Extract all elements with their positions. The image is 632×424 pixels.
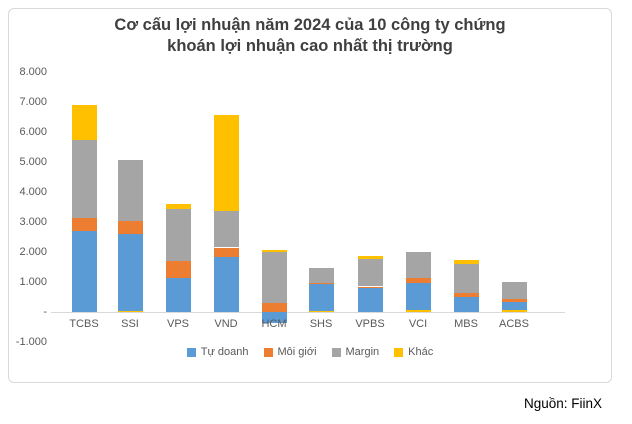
bar-segment-vci xyxy=(405,278,431,284)
bar-segment-mbs xyxy=(453,296,479,312)
bar-segment-vnd xyxy=(213,247,239,257)
bar-segment-shs xyxy=(308,267,334,283)
bar-segment-acbs xyxy=(501,298,527,302)
bar-segment-vci xyxy=(405,252,431,279)
x-tick-label: VPS xyxy=(166,318,189,330)
bar-segment-vci xyxy=(405,283,431,311)
x-tick-label: VND xyxy=(214,318,238,330)
x-tick-label: ACBS xyxy=(499,318,529,330)
bar-segment-mbs xyxy=(453,264,479,293)
legend-label: Tự doanh xyxy=(200,346,249,358)
y-tick-label: 4.000 xyxy=(19,185,47,198)
x-tick-label: VPBS xyxy=(355,318,385,330)
legend-label: Môi giới xyxy=(277,346,317,358)
x-tick-label: SHS xyxy=(309,318,333,330)
legend-item-khác: Khác xyxy=(394,346,433,358)
y-tick-label: 2.000 xyxy=(19,245,47,258)
y-tick-label: 6.000 xyxy=(19,125,47,138)
bar-segment-acbs xyxy=(501,301,527,310)
bar-segment-vps xyxy=(165,261,191,279)
legend-swatch-icon xyxy=(186,347,196,357)
bar-segment-vnd xyxy=(213,114,239,211)
y-tick-label: - xyxy=(43,305,47,318)
chart-title-line-1: Cơ cấu lợi nhuận năm 2024 của 10 công ty… xyxy=(114,16,506,34)
x-tick-label: TCBS xyxy=(69,318,99,330)
bar-segment-vci xyxy=(405,310,431,312)
bar-segment-tcbs xyxy=(71,217,97,231)
chart-legend: Tự doanh Môi giới Margin Khác xyxy=(9,346,611,358)
chart-title: Cơ cấu lợi nhuận năm 2024 của 10 công ty… xyxy=(9,15,611,57)
source-note: Nguồn: FiinX xyxy=(523,396,602,411)
bar-segment-vpbs xyxy=(357,259,383,287)
x-axis-line xyxy=(51,312,565,313)
legend-label: Margin xyxy=(345,346,380,358)
bar-segment-vpbs xyxy=(357,287,383,312)
bar-segment-tcbs xyxy=(71,105,97,140)
bar-segment-hcm xyxy=(261,312,287,324)
x-tick-label: SSI xyxy=(121,318,139,330)
y-tick-label: 7.000 xyxy=(19,95,47,108)
y-tick-label: 3.000 xyxy=(19,215,47,228)
bar-segment-vpbs xyxy=(357,286,383,288)
chart-title-line-2: khoán lợi nhuận cao nhất thị trường xyxy=(167,37,453,55)
bar-segment-mbs xyxy=(453,292,479,297)
bar-segment-hcm xyxy=(261,303,287,312)
bar-segment-vpbs xyxy=(357,255,383,260)
x-tick-label: VCI xyxy=(408,318,428,330)
bar-segment-ssi xyxy=(117,234,143,311)
legend-label: Khác xyxy=(408,346,434,358)
legend-item-môi-giới: Môi giới xyxy=(263,346,317,358)
bar-segment-hcm xyxy=(261,249,287,252)
bar-segment-ssi xyxy=(117,159,143,222)
bar-segment-vnd xyxy=(213,256,239,312)
legend-swatch-icon xyxy=(331,347,341,357)
bar-segment-tcbs xyxy=(71,231,97,312)
bar-segment-ssi xyxy=(117,310,143,312)
legend-swatch-icon xyxy=(263,347,273,357)
x-tick-label: MBS xyxy=(454,318,478,330)
chart-card: Cơ cấu lợi nhuận năm 2024 của 10 công ty… xyxy=(8,8,612,383)
bar-segment-mbs xyxy=(453,260,479,265)
bar-segment-vnd xyxy=(213,210,239,248)
bar-segment-vps xyxy=(165,209,191,261)
bar-segment-shs xyxy=(308,282,334,284)
y-tick-label: 5.000 xyxy=(19,155,47,168)
legend-item-margin: Margin xyxy=(331,346,380,358)
y-tick-label: -1.000 xyxy=(15,335,47,348)
legend-item-tự-doanh: Tự doanh xyxy=(186,346,249,358)
legend-swatch-icon xyxy=(394,347,404,357)
y-tick-label: 8.000 xyxy=(19,65,47,78)
bar-segment-acbs xyxy=(501,282,527,299)
bar-segment-vps xyxy=(165,278,191,312)
plot-area: 8.000 7.000 6.000 5.000 4.000 3.000 2.000 1.000… xyxy=(9,9,613,384)
bar-segment-acbs xyxy=(501,309,527,312)
y-tick-label: 1.000 xyxy=(19,275,47,288)
bar-segment-tcbs xyxy=(71,139,97,218)
bar-segment-hcm xyxy=(261,252,287,303)
bar-segment-shs xyxy=(308,283,334,311)
bar-segment-vps xyxy=(165,204,191,210)
x-tick-label: HCM xyxy=(261,318,287,330)
bar-segment-ssi xyxy=(117,221,143,234)
bar-segment-shs xyxy=(308,310,334,312)
